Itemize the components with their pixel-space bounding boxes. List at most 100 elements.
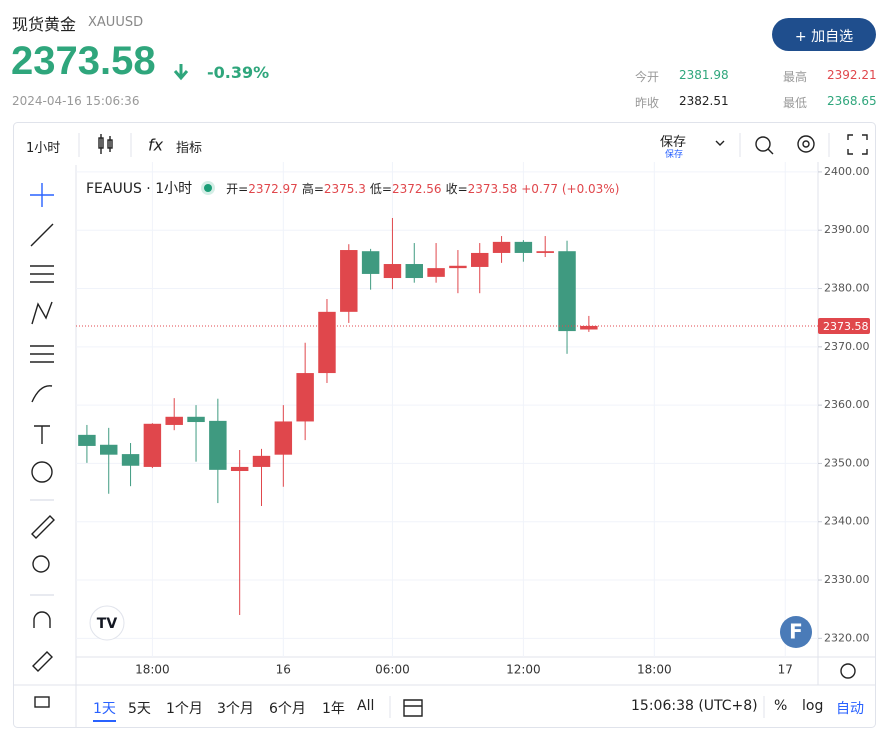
plot: 2320.00 2330.00 2340.00 2350.00 2360.00 2370.… <box>76 162 870 677</box>
chevron[interactable] <box>715 140 725 146</box>
candle-body <box>230 466 249 472</box>
asset-name: 现货黄金 <box>12 15 77 34</box>
legend-dot <box>204 184 213 192</box>
toolbar-icons: fx <box>78 133 868 157</box>
candle-body <box>252 455 271 467</box>
auto-toggle[interactable]: 自动 <box>836 701 864 717</box>
x-tick-label: 16 <box>276 663 291 677</box>
clock: 15:06:38 (UTC+8) <box>631 698 758 714</box>
range-button[interactable]: 6个月 <box>269 701 306 717</box>
y-tick-label: 2320.00 <box>824 631 870 644</box>
legend-label: 低= <box>369 182 392 196</box>
candle-body <box>165 416 183 425</box>
fullscreen-icon[interactable] <box>847 134 868 155</box>
y-tick-label: 2390.00 <box>824 223 870 236</box>
f-logo[interactable] <box>780 616 812 648</box>
candle-body <box>536 251 554 253</box>
indicators[interactable]: 指标 <box>176 141 203 156</box>
legend: FEAUUS · 1小时 开=2372.97 高=2375.3 低=2372.56 收=… <box>86 178 619 198</box>
candle-body <box>78 434 96 446</box>
candle-body <box>383 264 402 279</box>
legend-value: 2375.3 <box>323 182 366 196</box>
y-tick-label: 2350.00 <box>824 456 870 469</box>
tv-logo-mark: TV <box>97 616 118 632</box>
datetime: 2024-04-16 15:06:36 <box>12 94 140 108</box>
channel-tool[interactable] <box>30 265 54 283</box>
candle-body <box>427 268 445 277</box>
stat-value: 2368.65 <box>827 94 877 108</box>
stat-label: 最高 <box>783 70 808 84</box>
legend-change: +0.77 (+0.03%) <box>521 182 620 196</box>
magnet-tool[interactable] <box>33 611 51 628</box>
x-tick-label: 06:00 <box>375 663 410 677</box>
range-button[interactable]: All <box>357 698 375 714</box>
candle-body <box>405 264 423 279</box>
last-price-box <box>818 317 870 334</box>
add-watchlist-button[interactable] <box>772 18 876 51</box>
zoom-tool[interactable] <box>32 555 50 573</box>
legend-value: 2372.56 <box>391 182 442 196</box>
candle-body <box>209 420 227 470</box>
candle-body <box>121 454 140 466</box>
left-tools <box>30 183 55 708</box>
brush-tool[interactable] <box>31 385 53 403</box>
candle-body <box>492 241 511 253</box>
save[interactable]: 保存 <box>660 135 687 150</box>
percent-toggle[interactable]: % <box>774 698 788 714</box>
stat-label: 今开 <box>635 70 660 84</box>
x-tick-label: 18:00 <box>637 663 672 677</box>
candle-body <box>143 423 162 467</box>
ruler-tool[interactable] <box>31 515 55 539</box>
lock-draw-tool[interactable] <box>32 651 53 672</box>
legend-label: 收= <box>445 182 468 196</box>
y-tick-label: 2360.00 <box>824 398 870 411</box>
candle-body <box>514 241 533 253</box>
candle-icon[interactable] <box>98 134 113 154</box>
log-toggle[interactable]: log <box>802 698 824 714</box>
emoji-tool[interactable] <box>31 461 53 483</box>
fib-tool[interactable] <box>30 345 54 363</box>
panel <box>13 122 876 728</box>
pattern-tool[interactable] <box>31 301 53 325</box>
lock-tool[interactable] <box>34 696 50 708</box>
range-button[interactable]: 1年 <box>322 701 345 717</box>
candle-body <box>340 250 358 312</box>
calendar-icon[interactable] <box>403 699 423 717</box>
stat-value: 2392.21 <box>827 68 877 82</box>
candle-body <box>274 421 293 455</box>
y-tick-label: 2400.00 <box>824 165 870 178</box>
cross-tool[interactable] <box>30 183 54 207</box>
fx-icon[interactable]: fx <box>148 136 164 155</box>
down-arrow <box>173 64 189 81</box>
settings-icon[interactable] <box>797 135 815 153</box>
button-label[interactable]: + 加自选 <box>794 29 854 45</box>
interval[interactable]: 1小时 <box>26 141 61 156</box>
x-tick-label: 12:00 <box>506 663 541 677</box>
range-button[interactable]: 1个月 <box>166 701 203 717</box>
line-tool[interactable] <box>30 223 54 247</box>
text-tool[interactable] <box>34 425 50 444</box>
legend-symbol: FEAUUS · 1小时 <box>86 181 193 197</box>
y-tick-label: 2380.00 <box>824 282 870 295</box>
tv-logo <box>89 605 125 641</box>
candle-body <box>580 325 598 330</box>
asset-symbol: XAUUSD <box>88 15 144 30</box>
candle-body <box>361 251 380 274</box>
alert-icon[interactable] <box>755 136 774 155</box>
stat-value: 2381.98 <box>679 68 729 82</box>
legend-label: 高= <box>301 182 324 196</box>
price: 2373.58 <box>11 39 156 83</box>
f-logo-mark: F <box>789 620 803 644</box>
change: -0.39% <box>207 63 270 82</box>
y-tick-label: 2340.00 <box>824 515 870 528</box>
y-tick-label: 2370.00 <box>824 340 870 353</box>
candle-body <box>100 444 118 455</box>
y-tick-label: 2330.00 <box>824 573 870 586</box>
range-button[interactable]: 3个月 <box>217 701 254 717</box>
axis-settings[interactable] <box>840 663 856 679</box>
range-button[interactable]: 1天 <box>93 698 116 722</box>
x-tick-label: 17 <box>778 663 793 677</box>
range-button[interactable]: 5天 <box>128 701 151 717</box>
